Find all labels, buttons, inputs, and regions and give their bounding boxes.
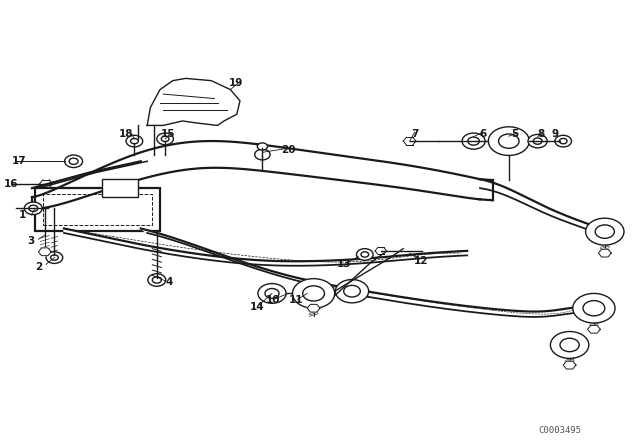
Text: 16: 16 (4, 179, 19, 189)
Text: 10: 10 (266, 295, 280, 305)
Circle shape (292, 279, 335, 308)
Circle shape (257, 143, 268, 150)
Circle shape (488, 127, 529, 155)
Circle shape (255, 149, 270, 160)
Polygon shape (598, 249, 611, 257)
Polygon shape (32, 141, 480, 209)
Circle shape (586, 218, 624, 245)
Circle shape (468, 137, 479, 145)
Text: 5: 5 (511, 129, 519, 139)
Circle shape (533, 138, 542, 144)
Text: 1: 1 (19, 210, 26, 220)
Polygon shape (307, 304, 320, 312)
Circle shape (131, 138, 138, 144)
Text: 11: 11 (289, 295, 303, 305)
Circle shape (356, 249, 373, 260)
Circle shape (550, 332, 589, 358)
Circle shape (258, 284, 286, 303)
Polygon shape (563, 361, 576, 369)
Circle shape (573, 293, 615, 323)
Circle shape (29, 205, 38, 211)
Text: 4: 4 (166, 277, 173, 287)
Circle shape (157, 133, 173, 145)
Circle shape (69, 158, 78, 164)
Circle shape (361, 252, 369, 257)
Text: 7: 7 (411, 129, 419, 138)
Text: 19: 19 (228, 78, 243, 88)
Polygon shape (588, 325, 600, 333)
Text: 8: 8 (537, 129, 545, 139)
Circle shape (528, 134, 547, 148)
Circle shape (152, 277, 161, 283)
Polygon shape (320, 283, 589, 317)
Polygon shape (38, 248, 51, 256)
Circle shape (335, 280, 369, 303)
Polygon shape (480, 179, 602, 234)
Circle shape (265, 289, 279, 298)
Text: 12: 12 (414, 256, 428, 266)
Text: 13: 13 (337, 259, 351, 269)
Circle shape (161, 136, 169, 142)
Text: 17: 17 (12, 156, 26, 166)
Circle shape (560, 338, 579, 352)
Circle shape (148, 274, 166, 286)
Circle shape (51, 255, 58, 260)
Circle shape (65, 155, 83, 168)
Text: 9: 9 (551, 129, 559, 139)
Circle shape (555, 135, 572, 147)
Polygon shape (141, 228, 326, 287)
Text: 14: 14 (250, 302, 264, 312)
Text: 15: 15 (161, 129, 175, 139)
Circle shape (303, 286, 324, 301)
Bar (35, 188, 160, 231)
Text: 3: 3 (27, 236, 35, 246)
Text: 2: 2 (35, 262, 42, 271)
Bar (102, 179, 138, 197)
Circle shape (24, 202, 42, 215)
Text: 18: 18 (119, 129, 133, 139)
Text: 20: 20 (281, 145, 295, 155)
Text: C0003495: C0003495 (538, 426, 582, 435)
Circle shape (46, 252, 63, 263)
Circle shape (583, 301, 605, 316)
Circle shape (499, 134, 519, 148)
Circle shape (344, 285, 360, 297)
Circle shape (126, 135, 143, 147)
Polygon shape (64, 228, 467, 266)
Text: 6: 6 (479, 129, 487, 138)
Circle shape (559, 138, 567, 144)
Circle shape (462, 133, 485, 149)
Circle shape (595, 225, 614, 238)
Polygon shape (147, 78, 240, 125)
